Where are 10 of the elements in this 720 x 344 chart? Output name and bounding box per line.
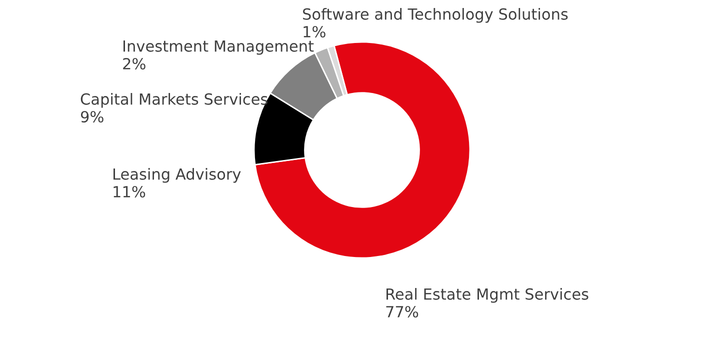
slice-label: Investment Management <box>124 40 314 55</box>
data-label: 1% <box>304 26 326 38</box>
data-label: 2% <box>123 58 146 70</box>
slice-label: Capital Markets Services <box>80 93 268 108</box>
slice-label: Software and Technology Solutions <box>303 8 568 23</box>
data-label: 9% <box>80 110 104 123</box>
slice-label: Leasing Advisory <box>114 168 241 183</box>
slice-label: Real Estate Mgmt Services <box>386 288 588 303</box>
data-label: 11% <box>114 186 146 198</box>
data-label: 77% <box>386 306 418 318</box>
